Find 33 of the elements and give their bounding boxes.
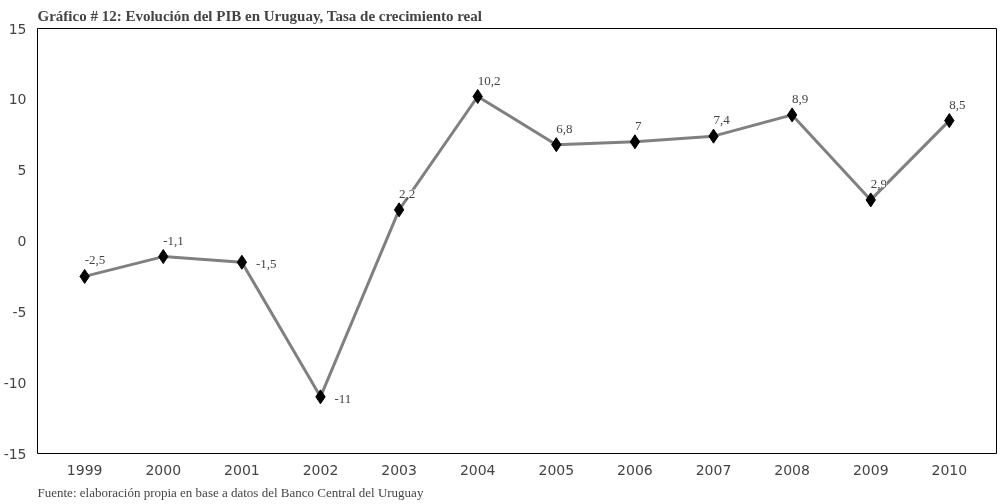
data-label: 8,9 [792, 90, 809, 106]
source-note: Fuente: elaboración propia en base a datos del Banco Central del Uruguay [37, 484, 424, 500]
data-label: -11 [334, 390, 352, 406]
y-tick-label: -10 [3, 374, 27, 391]
y-tick-label: -5 [12, 303, 27, 320]
data-label: 10,2 [477, 72, 501, 88]
x-tick-label: 2002 [302, 461, 339, 478]
y-tick-label: 15 [8, 20, 27, 37]
data-label: 8,5 [949, 96, 966, 112]
y-tick-label: 0 [17, 233, 27, 249]
chart-title: Gráfico # 12: Evolución del PIB en Uruguay, Tasa de crecimiento real [37, 7, 482, 24]
data-label: -1,5 [255, 256, 277, 272]
data-label: 6,8 [556, 120, 573, 136]
x-tick-label: 2000 [145, 461, 182, 478]
x-tick-label: 2003 [381, 461, 417, 478]
data-label: 2,2 [399, 185, 416, 201]
y-tick-label: -15 [3, 445, 27, 462]
y-tick-label: 5 [17, 162, 27, 179]
x-tick-label: 1999 [66, 461, 103, 478]
data-label: 7,4 [713, 112, 731, 128]
x-tick-label: 2008 [774, 461, 810, 478]
data-label: -2,5 [84, 252, 106, 268]
x-tick-label: 2005 [538, 461, 575, 478]
x-tick-label: 2004 [459, 461, 496, 478]
y-tick-label: 10 [8, 91, 27, 108]
x-tick-label: 2010 [931, 461, 968, 478]
x-tick-label: 2007 [695, 461, 732, 478]
data-label: 2,9 [870, 175, 887, 191]
x-tick-label: 2001 [224, 461, 260, 478]
x-tick-label: 2006 [617, 461, 653, 478]
data-label: -1,1 [163, 232, 184, 248]
x-tick-label: 2009 [852, 461, 889, 478]
data-label: 7 [634, 117, 642, 133]
